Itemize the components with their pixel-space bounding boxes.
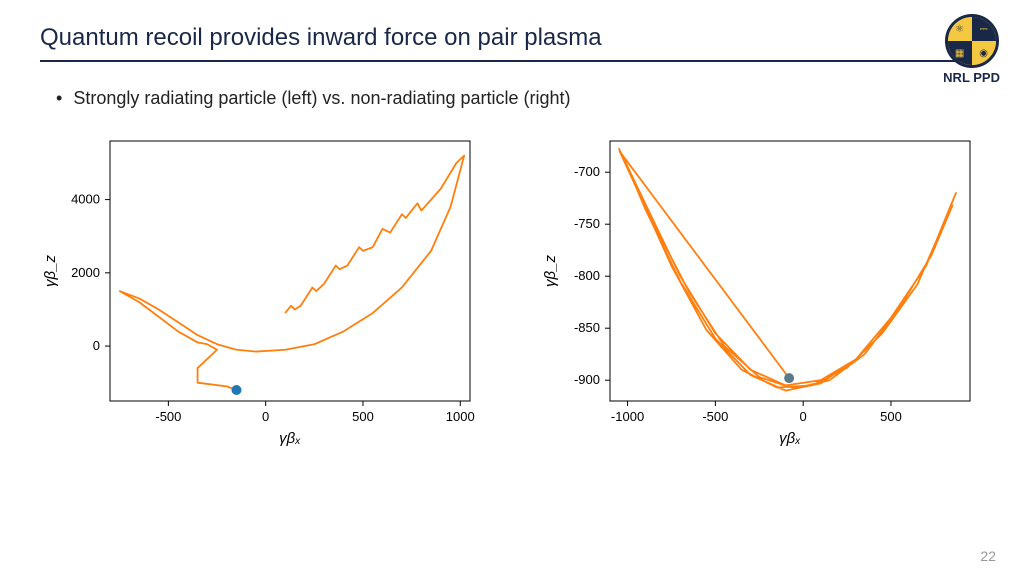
slide-header: Quantum recoil provides inward force on … <box>0 0 1024 74</box>
svg-text:γβₓ: γβₓ <box>279 430 301 447</box>
left-chart: -500 0 500 1000 0 2000 4000 γβₓ γβ_z <box>20 121 500 466</box>
svg-text:1000: 1000 <box>446 409 475 424</box>
subtitle-text: Strongly radiating particle (left) vs. n… <box>73 88 570 108</box>
svg-text:0: 0 <box>800 409 807 424</box>
page-number: 22 <box>980 548 996 564</box>
svg-text:0: 0 <box>93 338 100 353</box>
svg-text:γβ_z: γβ_z <box>42 255 59 287</box>
svg-text:-750: -750 <box>574 216 600 231</box>
svg-text:γβ_z: γβ_z <box>542 255 559 287</box>
svg-text:-500: -500 <box>702 409 728 424</box>
svg-text:-700: -700 <box>574 164 600 179</box>
charts-row: -500 0 500 1000 0 2000 4000 γβₓ γβ_z -1000 -500 0 5… <box>0 109 1024 466</box>
svg-text:4000: 4000 <box>71 192 100 207</box>
svg-text:γβₓ: γβₓ <box>779 430 801 447</box>
right-chart: -1000 -500 0 500 -900 -850 -800 -750 -700 γβₓ γβ_z <box>510 121 990 466</box>
logo-label: NRL PPD <box>943 70 1000 85</box>
svg-text:-1000: -1000 <box>611 409 644 424</box>
logo: ⚛ ⎓ ▦ ◉ NRL PPD <box>943 14 1000 85</box>
bullet-icon: • <box>56 88 62 108</box>
svg-text:2000: 2000 <box>71 265 100 280</box>
slide-title: Quantum recoil provides inward force on … <box>40 24 984 52</box>
svg-text:-900: -900 <box>574 372 600 387</box>
logo-icon: ⚛ ⎓ ▦ ◉ <box>945 14 999 68</box>
svg-text:0: 0 <box>262 409 269 424</box>
svg-text:-500: -500 <box>155 409 181 424</box>
svg-text:-800: -800 <box>574 268 600 283</box>
svg-text:500: 500 <box>352 409 374 424</box>
svg-text:-850: -850 <box>574 320 600 335</box>
title-divider <box>40 60 960 62</box>
svg-text:500: 500 <box>880 409 902 424</box>
slide-subtitle: • Strongly radiating particle (left) vs.… <box>0 74 1024 109</box>
